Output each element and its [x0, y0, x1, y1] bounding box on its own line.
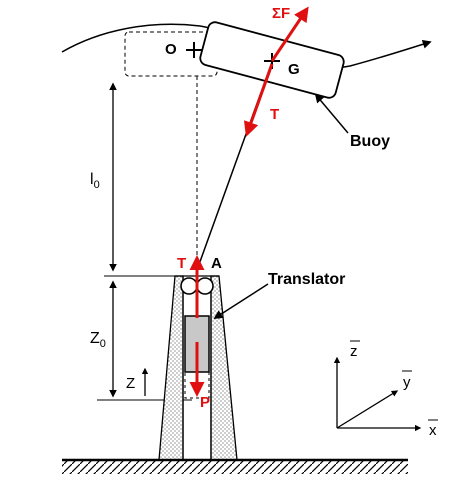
pulley-left: [180, 277, 198, 295]
z-label: Z: [126, 375, 135, 392]
weight-label: P: [200, 394, 210, 411]
length-label: l0: [90, 171, 100, 191]
buoy-label: Buoy: [350, 133, 390, 150]
tension-bottom-label: T: [177, 255, 186, 272]
force-sum-label: ΣF: [272, 5, 290, 22]
pulley-right: [196, 277, 214, 295]
force-sum-arrow: [270, 6, 309, 62]
origin-label: O: [165, 41, 177, 58]
tension-top-arrow: [243, 63, 274, 137]
origin-cross: [186, 42, 202, 58]
axis-y-line: [336, 390, 399, 429]
point-a-label: A: [211, 255, 222, 272]
tower-right-wall: [210, 275, 238, 461]
axis-z-label: z: [350, 343, 358, 360]
axis-x-label: x: [429, 422, 437, 439]
buoy-pointer: [314, 93, 349, 134]
tower-left-wall: [158, 275, 184, 461]
translator-label: Translator: [268, 271, 345, 288]
translator-pointer: [213, 283, 269, 319]
z0-label: Z0: [90, 330, 106, 350]
axis-y-label: y: [403, 374, 411, 391]
tension-top-label: T: [270, 106, 279, 123]
ground-hatch: [62, 460, 408, 474]
center-gravity-label: G: [288, 61, 300, 78]
